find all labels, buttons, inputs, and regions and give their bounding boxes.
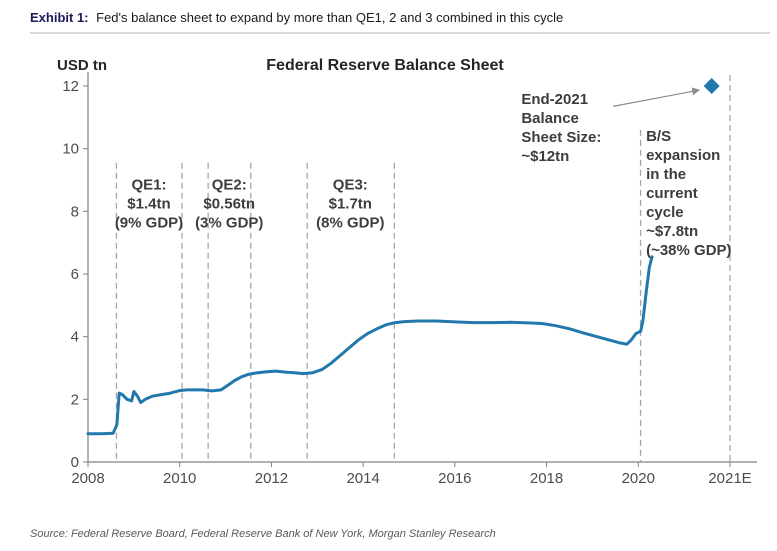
x-tick-label: 2018 xyxy=(530,470,563,487)
annotation-line: QE2: xyxy=(212,176,247,193)
y-axis-unit-label: USD tn xyxy=(57,57,107,74)
plot-area: 0 2 4 6 8 10 12 2008 2010 2012 2014 2016 2018 2020 202… xyxy=(62,72,757,487)
chart-title: Federal Reserve Balance Sheet xyxy=(266,57,504,74)
balance-sheet-line xyxy=(86,255,654,436)
y-tick-label: 4 xyxy=(71,329,79,346)
annotation-line: (9% GDP) xyxy=(115,214,183,231)
annotation-end-2021: End-2021 Balance Sheet Size: ~$12tn xyxy=(521,91,601,165)
annotation-line: in the xyxy=(646,166,686,183)
annotation-line: End-2021 xyxy=(521,91,588,108)
annotation-line: cycle xyxy=(646,204,684,221)
x-tick-label: 2010 xyxy=(163,470,196,487)
exhibit-header: Exhibit 1: Fed's balance sheet to expand… xyxy=(30,10,563,25)
exhibit-title-text: Fed's balance sheet to expand by more th… xyxy=(96,10,563,25)
x-tick-label: 2008 xyxy=(71,470,104,487)
x-tick-label: 2014 xyxy=(346,470,379,487)
annotation-line: QE1: xyxy=(131,176,166,193)
annotation-line: QE3: xyxy=(333,176,368,193)
annotation-arrow xyxy=(612,87,701,107)
exhibit-label: Exhibit 1: xyxy=(30,10,89,25)
annotation-line: B/S xyxy=(646,128,671,145)
end-2021-diamond-marker xyxy=(703,78,720,95)
y-tick-label: 8 xyxy=(71,203,79,220)
y-tick-label: 12 xyxy=(62,78,79,95)
x-tick-label: 2020 xyxy=(622,470,655,487)
x-tick-label: 2016 xyxy=(438,470,471,487)
annotation-line: $0.56tn xyxy=(203,195,255,212)
y-tick-label: 0 xyxy=(71,454,79,471)
annotation-line: $1.7tn xyxy=(329,195,372,212)
annotation-line: (8% GDP) xyxy=(316,214,384,231)
annotation-line: expansion xyxy=(646,147,720,164)
annotation-line: Sheet Size: xyxy=(521,129,601,146)
annotation-line: ~$12tn xyxy=(521,148,569,165)
y-tick-label: 10 xyxy=(62,141,79,158)
annotation-qe2: QE2: $0.56tn (3% GDP) xyxy=(195,176,263,231)
annotation-line: (3% GDP) xyxy=(195,214,263,231)
annotation-qe3: QE3: $1.7tn (8% GDP) xyxy=(316,176,384,231)
x-tick-label: 2012 xyxy=(255,470,288,487)
annotation-current-cycle: B/S expansion in the current cycle ~$7.8tn (~3… xyxy=(646,128,731,259)
x-tick-label: 2021E xyxy=(708,470,751,487)
y-tick-label: 2 xyxy=(71,391,79,408)
annotation-line: (~38% GDP) xyxy=(646,242,731,259)
annotation-line: current xyxy=(646,185,698,202)
annotation-qe1: QE1: $1.4tn (9% GDP) xyxy=(115,176,183,231)
y-tick-label: 6 xyxy=(71,266,79,283)
annotation-line: Balance xyxy=(521,110,579,127)
source-note: Source: Federal Reserve Board, Federal R… xyxy=(30,528,496,540)
annotation-line: ~$7.8tn xyxy=(646,223,698,240)
annotation-line: $1.4tn xyxy=(127,195,170,212)
